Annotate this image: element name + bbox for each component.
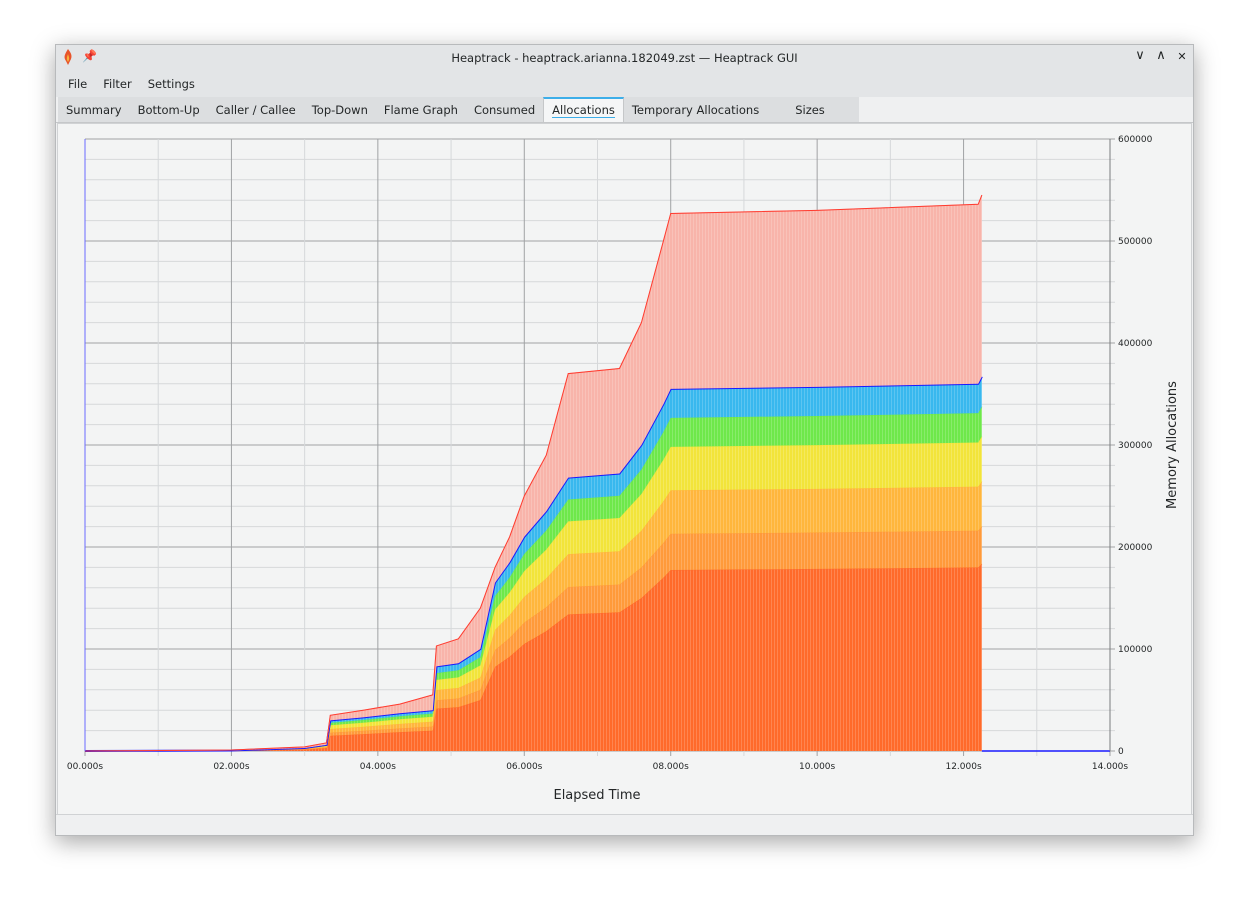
tab-allocations[interactable]: Allocations <box>543 97 624 122</box>
tab-label: Allocations <box>552 103 615 118</box>
y-tick-label: 400000 <box>1118 339 1153 349</box>
area-series-texture-3 <box>85 481 982 751</box>
tab-top-down[interactable]: Top-Down <box>303 97 376 122</box>
tab-label: Top-Down <box>311 102 368 117</box>
tab-sizes[interactable]: Sizes <box>767 97 859 122</box>
tab-bottom-up[interactable]: Bottom-Up <box>129 97 208 122</box>
close-icon[interactable]: ✕ <box>1177 50 1187 63</box>
tab-temporary-allocations[interactable]: Temporary Allocations <box>623 97 768 122</box>
menu-settings[interactable]: Settings <box>147 77 195 91</box>
x-tick-label: 04.000s <box>360 762 396 772</box>
y-tick-label: 300000 <box>1118 441 1153 451</box>
x-axis-label: Elapsed Time <box>553 788 640 803</box>
tab-label: Caller / Callee <box>215 102 296 117</box>
maximize-icon[interactable]: ∧ <box>1156 48 1166 63</box>
chart-areas <box>84 194 1110 752</box>
area-series-texture-2 <box>85 526 982 751</box>
y-tick-label: 500000 <box>1118 237 1153 247</box>
area-series-texture-4 <box>85 436 982 751</box>
y-tick-label: 600000 <box>1118 135 1153 145</box>
minimize-icon[interactable]: ∨ <box>1135 48 1145 63</box>
total-line <box>84 194 983 752</box>
status-bar <box>56 814 1193 835</box>
tab-label: Consumed <box>473 102 536 117</box>
tab-consumed[interactable]: Consumed <box>465 97 544 122</box>
x-tick-label: 02.000s <box>213 762 249 772</box>
area-series-texture-5 <box>85 406 982 751</box>
x-tick-label: 00.000s <box>67 762 103 772</box>
menu-filter[interactable]: Filter <box>103 77 132 91</box>
menu-bar: File Filter Settings <box>56 71 1193 97</box>
x-tick-label: 12.000s <box>945 762 981 772</box>
window-title: Heaptrack - heaptrack.arianna.182049.zst… <box>451 51 798 65</box>
y-tick-label: 100000 <box>1118 645 1153 655</box>
tab-label: Temporary Allocations <box>631 102 760 117</box>
chart-axes: 00.000s 02.000s 04.000s 06.000s 08.000s 10.00… <box>67 135 1153 772</box>
area-series-texture-1 <box>85 563 982 751</box>
menu-file[interactable]: File <box>68 77 88 91</box>
tab-label: Flame Graph <box>383 102 458 117</box>
tab-caller-callee[interactable]: Caller / Callee <box>207 97 304 122</box>
x-tick-label: 10.000s <box>799 762 835 772</box>
x-tick-label: 14.000s <box>1092 762 1128 772</box>
y-tick-label: 200000 <box>1118 543 1153 553</box>
pin-icon[interactable]: 📌 <box>82 49 97 63</box>
heaptrack-flame-icon <box>64 49 72 65</box>
tab-label: Bottom-Up <box>137 102 200 117</box>
area-series-texture-6 <box>85 376 982 751</box>
title-bar[interactable]: 📌 Heaptrack - heaptrack.arianna.182049.z… <box>56 45 1193 71</box>
tab-summary[interactable]: Summary <box>58 97 130 122</box>
x-tick-label: 08.000s <box>653 762 689 772</box>
tab-bar: Summary Bottom-Up Caller / Callee Top-Do… <box>56 97 1193 123</box>
area-series-texture-7 <box>85 195 982 752</box>
tab-flame-graph[interactable]: Flame Graph <box>375 97 466 122</box>
x-tick-label: 06.000s <box>506 762 542 772</box>
tab-label: Summary <box>66 102 122 117</box>
tab-label: Sizes <box>795 102 825 117</box>
y-tick-label: 0 <box>1118 747 1124 757</box>
y-axis-label: Memory Allocations <box>1165 381 1180 509</box>
